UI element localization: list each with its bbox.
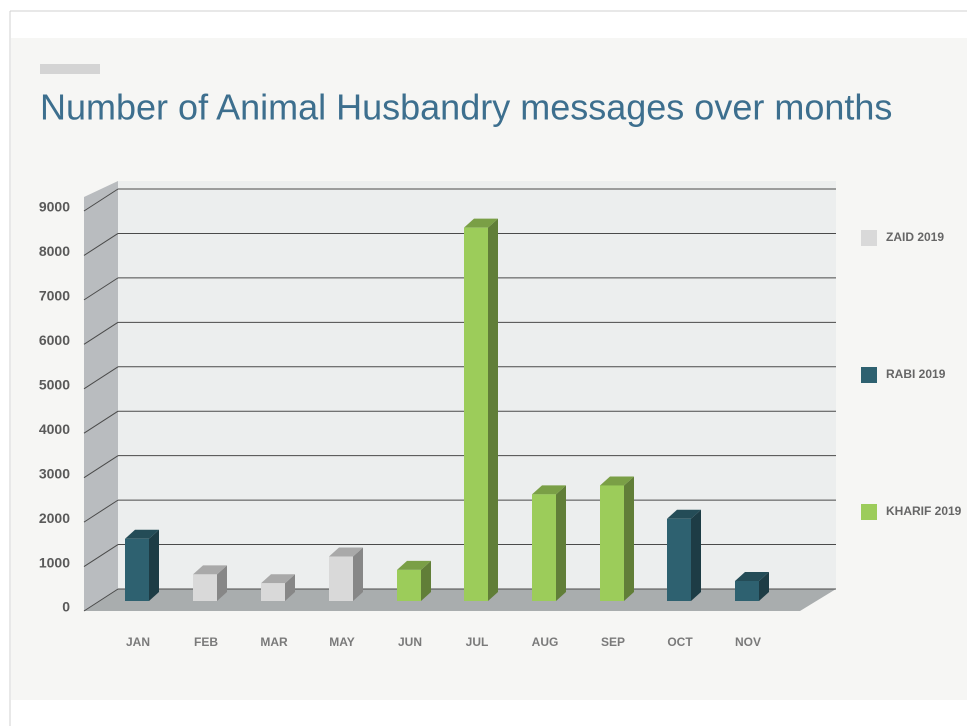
side-wall	[84, 181, 118, 611]
y-tick-label: 9000	[39, 199, 70, 215]
bar	[667, 518, 691, 601]
grid-line-side	[83, 588, 119, 612]
x-tick-label: MAR	[260, 635, 288, 649]
y-tick-label: 2000	[39, 510, 70, 526]
y-tick-label: 1000	[39, 554, 70, 570]
grid-line-side	[83, 366, 119, 390]
x-tick-label: OCT	[667, 635, 693, 649]
x-tick-label: NOV	[735, 635, 761, 649]
y-tick-label: 4000	[39, 421, 70, 437]
bar	[464, 227, 488, 601]
bar	[261, 583, 285, 601]
bar-top	[532, 485, 566, 495]
y-tick-label: 5000	[39, 376, 70, 392]
x-tick-label: SEP	[601, 635, 625, 649]
bar	[125, 538, 149, 601]
bar-side	[556, 485, 566, 601]
bar-side	[285, 574, 295, 601]
bar-top	[261, 574, 295, 584]
legend-swatch	[861, 504, 877, 520]
bar	[397, 569, 421, 601]
x-tick-label: AUG	[532, 635, 559, 649]
bar-top	[193, 565, 227, 575]
x-tick-label: JAN	[126, 635, 150, 649]
bar-top	[735, 572, 769, 581]
grid-line-side	[83, 544, 119, 567]
legend-swatch	[861, 367, 877, 383]
bar	[532, 494, 556, 601]
legend-swatch	[861, 230, 877, 246]
bar-side	[624, 476, 634, 601]
bar	[735, 581, 759, 601]
bar-side	[421, 560, 431, 601]
grid-line-side	[83, 499, 119, 523]
bar-side	[149, 529, 159, 601]
y-tick-label: 0	[62, 599, 70, 615]
grid-line-side	[83, 233, 119, 256]
bar	[193, 574, 217, 601]
bar-top	[600, 476, 634, 486]
grid-line-side	[83, 277, 119, 301]
grid-line-side	[83, 188, 119, 212]
bar-top	[125, 529, 159, 539]
bar-top	[464, 218, 498, 228]
chart-title: Number of Animal Husbandry messages over…	[40, 87, 892, 128]
grid-line-side	[83, 410, 119, 434]
bar-side	[691, 509, 701, 601]
grid-line-side	[83, 321, 119, 345]
bar	[600, 485, 624, 601]
bar-top	[329, 547, 363, 557]
bar-side	[353, 547, 363, 601]
legend-label: ZAID 2019	[886, 230, 944, 244]
bar-side	[488, 218, 498, 601]
decor-bar	[40, 64, 100, 74]
bar-top	[667, 509, 701, 519]
x-tick-label: JUL	[466, 635, 489, 649]
y-tick-label: 7000	[39, 288, 70, 304]
y-tick-label: 8000	[39, 243, 70, 259]
bar-side	[759, 572, 769, 601]
x-tick-label: FEB	[194, 635, 218, 649]
bar-top	[397, 560, 431, 570]
x-tick-label: JUN	[398, 635, 422, 649]
y-tick-label: 3000	[39, 465, 70, 481]
x-tick-label: MAY	[329, 635, 355, 649]
legend-label: RABI 2019	[886, 367, 946, 381]
bar-side	[217, 565, 227, 601]
y-tick-label: 6000	[39, 332, 70, 348]
bar	[329, 556, 353, 601]
legend-label: KHARIF 2019	[886, 504, 962, 518]
grid-line-side	[83, 455, 119, 479]
